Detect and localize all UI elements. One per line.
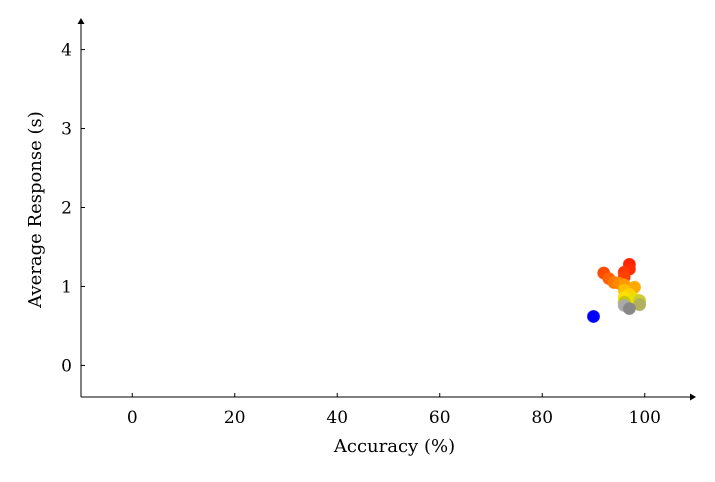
x-ticks: 0 20 40 60 80 100	[127, 393, 661, 428]
y-ticks: 0 1 2 3 4	[61, 41, 85, 376]
axes	[77, 18, 696, 401]
x-tick-label: 60	[429, 408, 451, 428]
x-axis-label: Accuracy (%)	[333, 436, 455, 457]
x-tick-label: 80	[531, 408, 553, 428]
y-axis-arrow	[77, 18, 85, 24]
y-tick-label: 3	[61, 120, 72, 140]
x-tick-label: 20	[224, 408, 246, 428]
y-tick-label: 2	[61, 199, 72, 219]
data-point	[587, 309, 600, 323]
x-tick-label: 40	[326, 408, 348, 428]
y-tick-label: 0	[61, 356, 72, 376]
x-tick-label: 100	[629, 408, 661, 428]
x-tick-label: 0	[127, 408, 138, 428]
y-tick-label: 1	[61, 277, 72, 297]
data-point	[622, 302, 636, 316]
y-axis-label: Average Response (s)	[25, 111, 46, 309]
data-points	[587, 257, 647, 323]
x-axis-arrow	[690, 393, 696, 401]
y-tick-label: 4	[61, 41, 72, 61]
